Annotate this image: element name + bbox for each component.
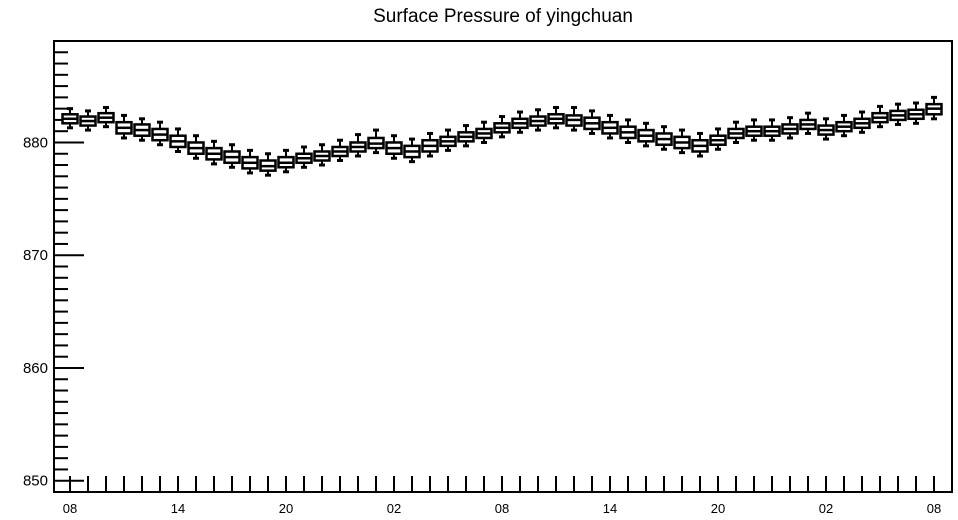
box-plot: [205, 139, 223, 166]
box-plot: [763, 118, 781, 142]
box-plot: [583, 109, 601, 135]
y-tick-label: 850: [23, 473, 48, 490]
box-plot: [511, 110, 529, 134]
x-tick-label: 14: [171, 501, 185, 516]
x-tick-label: 08: [63, 501, 77, 516]
box-plot: [403, 137, 421, 164]
box-plot: [493, 115, 511, 139]
y-tick-label: 880: [23, 134, 48, 151]
x-tick-label: 08: [927, 501, 941, 516]
chart-title: Surface Pressure of yingchuan: [373, 6, 633, 27]
box-plot: [655, 125, 673, 151]
x-tick-label: 02: [819, 501, 833, 516]
box-plot: [727, 120, 745, 144]
box-plot: [853, 110, 871, 134]
x-tick-label: 14: [603, 501, 617, 516]
x-tick-label: 20: [279, 501, 293, 516]
box-plot: [439, 128, 457, 152]
box-plot: [133, 117, 151, 142]
box-plot: [187, 134, 205, 160]
x-tick-label: 08: [495, 501, 509, 516]
plot-frame: [53, 40, 953, 493]
box-plot: [547, 106, 565, 130]
box-plot: [781, 116, 799, 140]
box-plot: [115, 113, 133, 140]
y-tick-label: 870: [23, 247, 48, 264]
box-plot: [331, 138, 349, 163]
box-plot: [277, 148, 295, 174]
box-plot: [475, 120, 493, 144]
box-plot: [151, 120, 169, 147]
box-plot: [745, 118, 763, 142]
box-plot: [259, 152, 277, 177]
box-plot: [925, 95, 943, 121]
box-plot: [97, 106, 115, 129]
box-plot: [349, 133, 367, 158]
box-plot: [457, 124, 475, 148]
box-plot: [241, 148, 259, 175]
box-plot: [169, 127, 187, 153]
box-plot: [619, 118, 637, 144]
box-plot: [835, 113, 853, 138]
box-plot: [907, 101, 925, 125]
boxplot-series: [61, 95, 943, 177]
box-plot: [223, 143, 241, 169]
box-plot: [691, 131, 709, 158]
box-plot: [421, 131, 439, 158]
box-plot: [529, 108, 547, 132]
box-plot: [565, 106, 583, 132]
box-plot: [79, 109, 97, 132]
box-plot: [799, 111, 817, 135]
y-tick-label: 860: [23, 360, 48, 377]
box-plot: [673, 128, 691, 155]
y-axis: 850 860 870 880: [23, 51, 84, 490]
box-plot: [889, 102, 907, 126]
box-plot: [637, 121, 655, 148]
box-plot: [709, 127, 727, 151]
x-axis: 08 14 20 02 08 14 20 02 08: [63, 476, 941, 516]
box-plot: [313, 143, 331, 167]
box-plot: [601, 113, 619, 140]
box-plot: [817, 117, 835, 141]
box-plot: [871, 104, 889, 129]
x-tick-label: 02: [387, 501, 401, 516]
box-plot: [295, 145, 313, 169]
box-plot: [367, 128, 385, 155]
x-tick-label: 20: [711, 501, 725, 516]
box-plot: [61, 107, 79, 130]
box-plot: [385, 134, 403, 160]
